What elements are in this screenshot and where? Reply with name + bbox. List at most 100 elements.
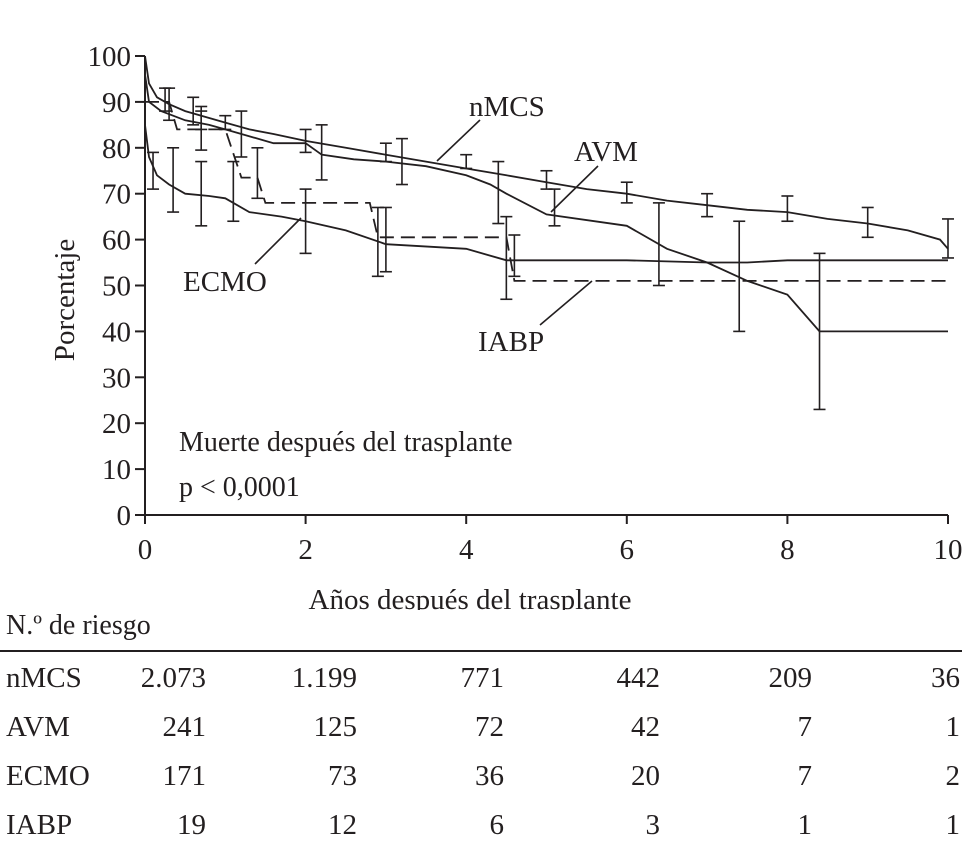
error-bar-nMCS — [781, 195, 794, 223]
risk-cell: 171 — [162, 760, 207, 792]
y-tick-label: 10 — [102, 454, 131, 486]
y-tick-label: 0 — [117, 500, 132, 532]
x-tick-label: 10 — [934, 534, 963, 566]
risk-cell: 771 — [460, 662, 505, 694]
risk-cell: 442 — [616, 662, 661, 694]
error-bar-IABP — [195, 110, 208, 151]
x-tick-label: 6 — [620, 534, 635, 566]
y-tick-label: 50 — [102, 271, 131, 303]
error-bar-AVM — [235, 110, 248, 158]
error-bar-nMCS — [861, 206, 874, 239]
risk-cell: 7 — [797, 760, 813, 792]
series-line-nMCS — [144, 55, 949, 250]
ECMO-leader-line — [254, 217, 302, 265]
error-bar-AVM — [395, 137, 408, 186]
risk-cell: 1 — [797, 809, 813, 841]
risk-cell: 241 — [162, 711, 207, 743]
y-tick-label: 90 — [102, 87, 131, 119]
error-bar-AVM — [315, 124, 328, 181]
series-label-AVM: AVM — [574, 136, 638, 168]
error-bar-ECMO — [299, 188, 312, 255]
error-bar-ECMO — [167, 147, 180, 213]
y-tick-label: 40 — [102, 316, 131, 348]
risk-cell: 209 — [768, 662, 813, 694]
risk-row-ECMO: ECMO 171 73 36 20 7 2 — [0, 760, 965, 800]
x-tick-label: 2 — [298, 534, 313, 566]
risk-cell: 2.073 — [140, 662, 206, 694]
error-bar-ECMO — [379, 206, 392, 273]
x-tick-label: 4 — [459, 534, 474, 566]
risk-cell: 20 — [631, 760, 660, 792]
risk-cell: 125 — [313, 711, 358, 743]
error-bar-nMCS — [460, 153, 473, 170]
risk-row-label: ECMO — [6, 760, 90, 792]
error-bar-AVM — [733, 220, 746, 333]
y-tick-label: 100 — [88, 41, 132, 73]
risk-cell: 3 — [645, 809, 661, 841]
error-bar-nMCS — [701, 192, 714, 218]
annotation-pvalue: p < 0,0001 — [179, 472, 300, 503]
error-bar-AVM — [652, 202, 665, 287]
risk-cell: 73 — [328, 760, 357, 792]
error-bar-ECMO — [195, 160, 208, 227]
risk-cell: 36 — [475, 760, 504, 792]
risk-row-nMCS: nMCS 2.073 1.199 771 442 209 36 — [0, 662, 965, 702]
risk-row-label: IABP — [6, 809, 73, 841]
error-bar-IABP — [251, 147, 264, 200]
error-bar-AVM — [492, 160, 505, 225]
series-label-IABP: IABP — [478, 326, 544, 358]
survival-chart: 0 10 20 30 40 50 60 70 80 90 100 0 2 4 6 8 10 nMCS AVM E… — [49, 41, 963, 610]
error-bar-ECMO — [227, 160, 240, 223]
risk-table-rule — [0, 650, 962, 652]
risk-row-label: nMCS — [6, 662, 82, 694]
risk-cell: 2 — [945, 760, 961, 792]
nMCS-leader-line — [436, 119, 481, 162]
risk-cell: 19 — [177, 809, 206, 841]
y-tick-label: 80 — [102, 133, 131, 165]
y-tick-label: 60 — [102, 225, 131, 257]
y-tick-label: 70 — [102, 179, 131, 211]
error-bar-nMCS — [540, 169, 553, 190]
risk-row-AVM: AVM 241 125 72 42 7 1 — [0, 711, 965, 751]
error-bar-nMCS — [299, 128, 312, 154]
series-line-IABP — [145, 101, 948, 282]
risk-cell: 12 — [328, 809, 357, 841]
risk-cell: 1 — [945, 809, 961, 841]
error-bar-nMCS — [379, 142, 392, 163]
risk-row-IABP: IABP 19 12 6 3 1 1 — [0, 809, 965, 849]
x-tick-label: 0 — [138, 534, 153, 566]
axes: 0 10 20 30 40 50 60 70 80 90 100 0 2 4 6 8 10 — [88, 41, 963, 566]
error-bar-ECMO — [147, 151, 160, 190]
error-bar-ECMO — [500, 215, 513, 301]
risk-cell: 42 — [631, 711, 660, 743]
risk-cell: 36 — [931, 662, 960, 694]
series-label-nMCS: nMCS — [469, 91, 545, 123]
risk-cell: 72 — [475, 711, 504, 743]
risk-cell: 1.199 — [291, 662, 357, 694]
y-tick-label: 30 — [102, 362, 131, 394]
error-bar-IABP — [508, 234, 521, 278]
risk-table-title: N.º de riesgo — [6, 610, 151, 641]
error-bar-nMCS — [219, 114, 232, 131]
x-axis-title: Años después del trasplante — [309, 584, 632, 610]
risk-cell: 7 — [797, 711, 813, 743]
error-bar-nMCS — [187, 96, 200, 126]
error-bar-nMCS — [620, 181, 633, 204]
risk-cell: 6 — [489, 809, 505, 841]
annotation-title: Muerte después del trasplante — [179, 427, 513, 458]
error-bar-IABP — [371, 206, 384, 278]
risk-cell: 1 — [945, 711, 961, 743]
error-bar-nMCS — [942, 218, 954, 259]
series-line-ECMO — [144, 124, 948, 264]
x-tick-label: 8 — [780, 534, 795, 566]
series-group — [144, 55, 949, 333]
AVM-leader-line — [550, 165, 599, 213]
y-tick-label: 20 — [102, 408, 131, 440]
IABP-leader-line — [539, 280, 593, 326]
error-bar-AVM — [813, 252, 826, 411]
y-axis-title: Porcentaje — [49, 239, 81, 361]
risk-row-label: AVM — [6, 711, 70, 743]
series-label-ECMO: ECMO — [183, 266, 267, 298]
error-bar-group — [147, 87, 954, 411]
error-bar-AVM — [163, 87, 176, 122]
